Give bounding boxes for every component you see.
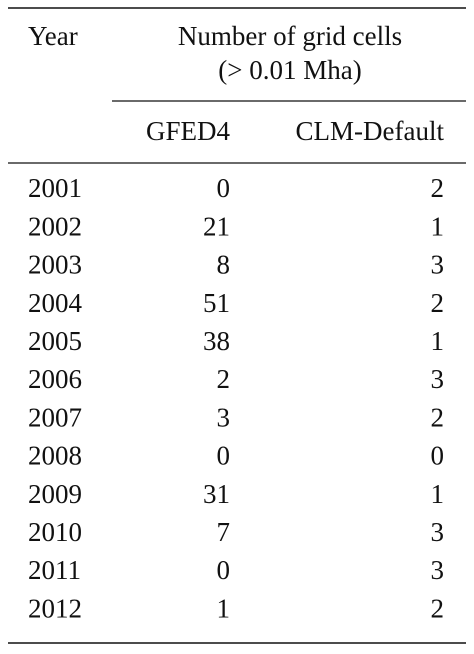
clm-cell: 3	[431, 555, 445, 585]
column-header: GFED4	[146, 116, 231, 146]
year-cell: 2010	[28, 517, 82, 547]
year-cell: 2003	[28, 250, 82, 280]
year-cell: 2011	[28, 555, 81, 585]
clm-cell: 2	[431, 593, 445, 623]
year-cell: 2012	[28, 593, 82, 623]
gfed4-cell: 2	[217, 364, 231, 394]
gfed4-cell: 7	[217, 517, 231, 547]
year-cell: 2006	[28, 364, 82, 394]
gfed4-cell: 31	[203, 479, 230, 509]
gfed4-cell: 8	[217, 250, 231, 280]
year-cell: 2004	[28, 288, 83, 318]
gfed4-cell: 3	[217, 402, 231, 432]
clm-cell: 1	[431, 326, 445, 356]
gfed4-cell: 1	[217, 593, 231, 623]
year-cell: 2005	[28, 326, 82, 356]
gfed4-cell: 0	[217, 173, 231, 203]
year-cell: 2001	[28, 173, 82, 203]
year-cell: 2002	[28, 211, 82, 241]
clm-cell: 2	[431, 173, 445, 203]
year-cell: 2007	[28, 402, 82, 432]
header-year: Year	[28, 21, 78, 51]
gfed4-cell: 0	[217, 555, 231, 585]
gfed4-cell: 38	[203, 326, 230, 356]
column-header: CLM-Default	[296, 116, 445, 146]
clm-cell: 2	[431, 402, 445, 432]
clm-cell: 1	[431, 211, 445, 241]
clm-cell: 3	[431, 250, 445, 280]
clm-cell: 3	[431, 517, 445, 547]
clm-cell: 1	[431, 479, 445, 509]
clm-cell: 2	[431, 288, 445, 318]
gfed4-cell: 51	[203, 288, 230, 318]
clm-cell: 0	[431, 441, 445, 471]
clm-cell: 3	[431, 364, 445, 394]
gfed4-cell: 0	[217, 441, 231, 471]
header-group: Number of grid cells	[178, 21, 402, 51]
year-cell: 2009	[28, 479, 82, 509]
year-cell: 2008	[28, 441, 82, 471]
header-unit: (> 0.01 Mha)	[218, 55, 361, 85]
gfed4-cell: 21	[203, 211, 230, 241]
